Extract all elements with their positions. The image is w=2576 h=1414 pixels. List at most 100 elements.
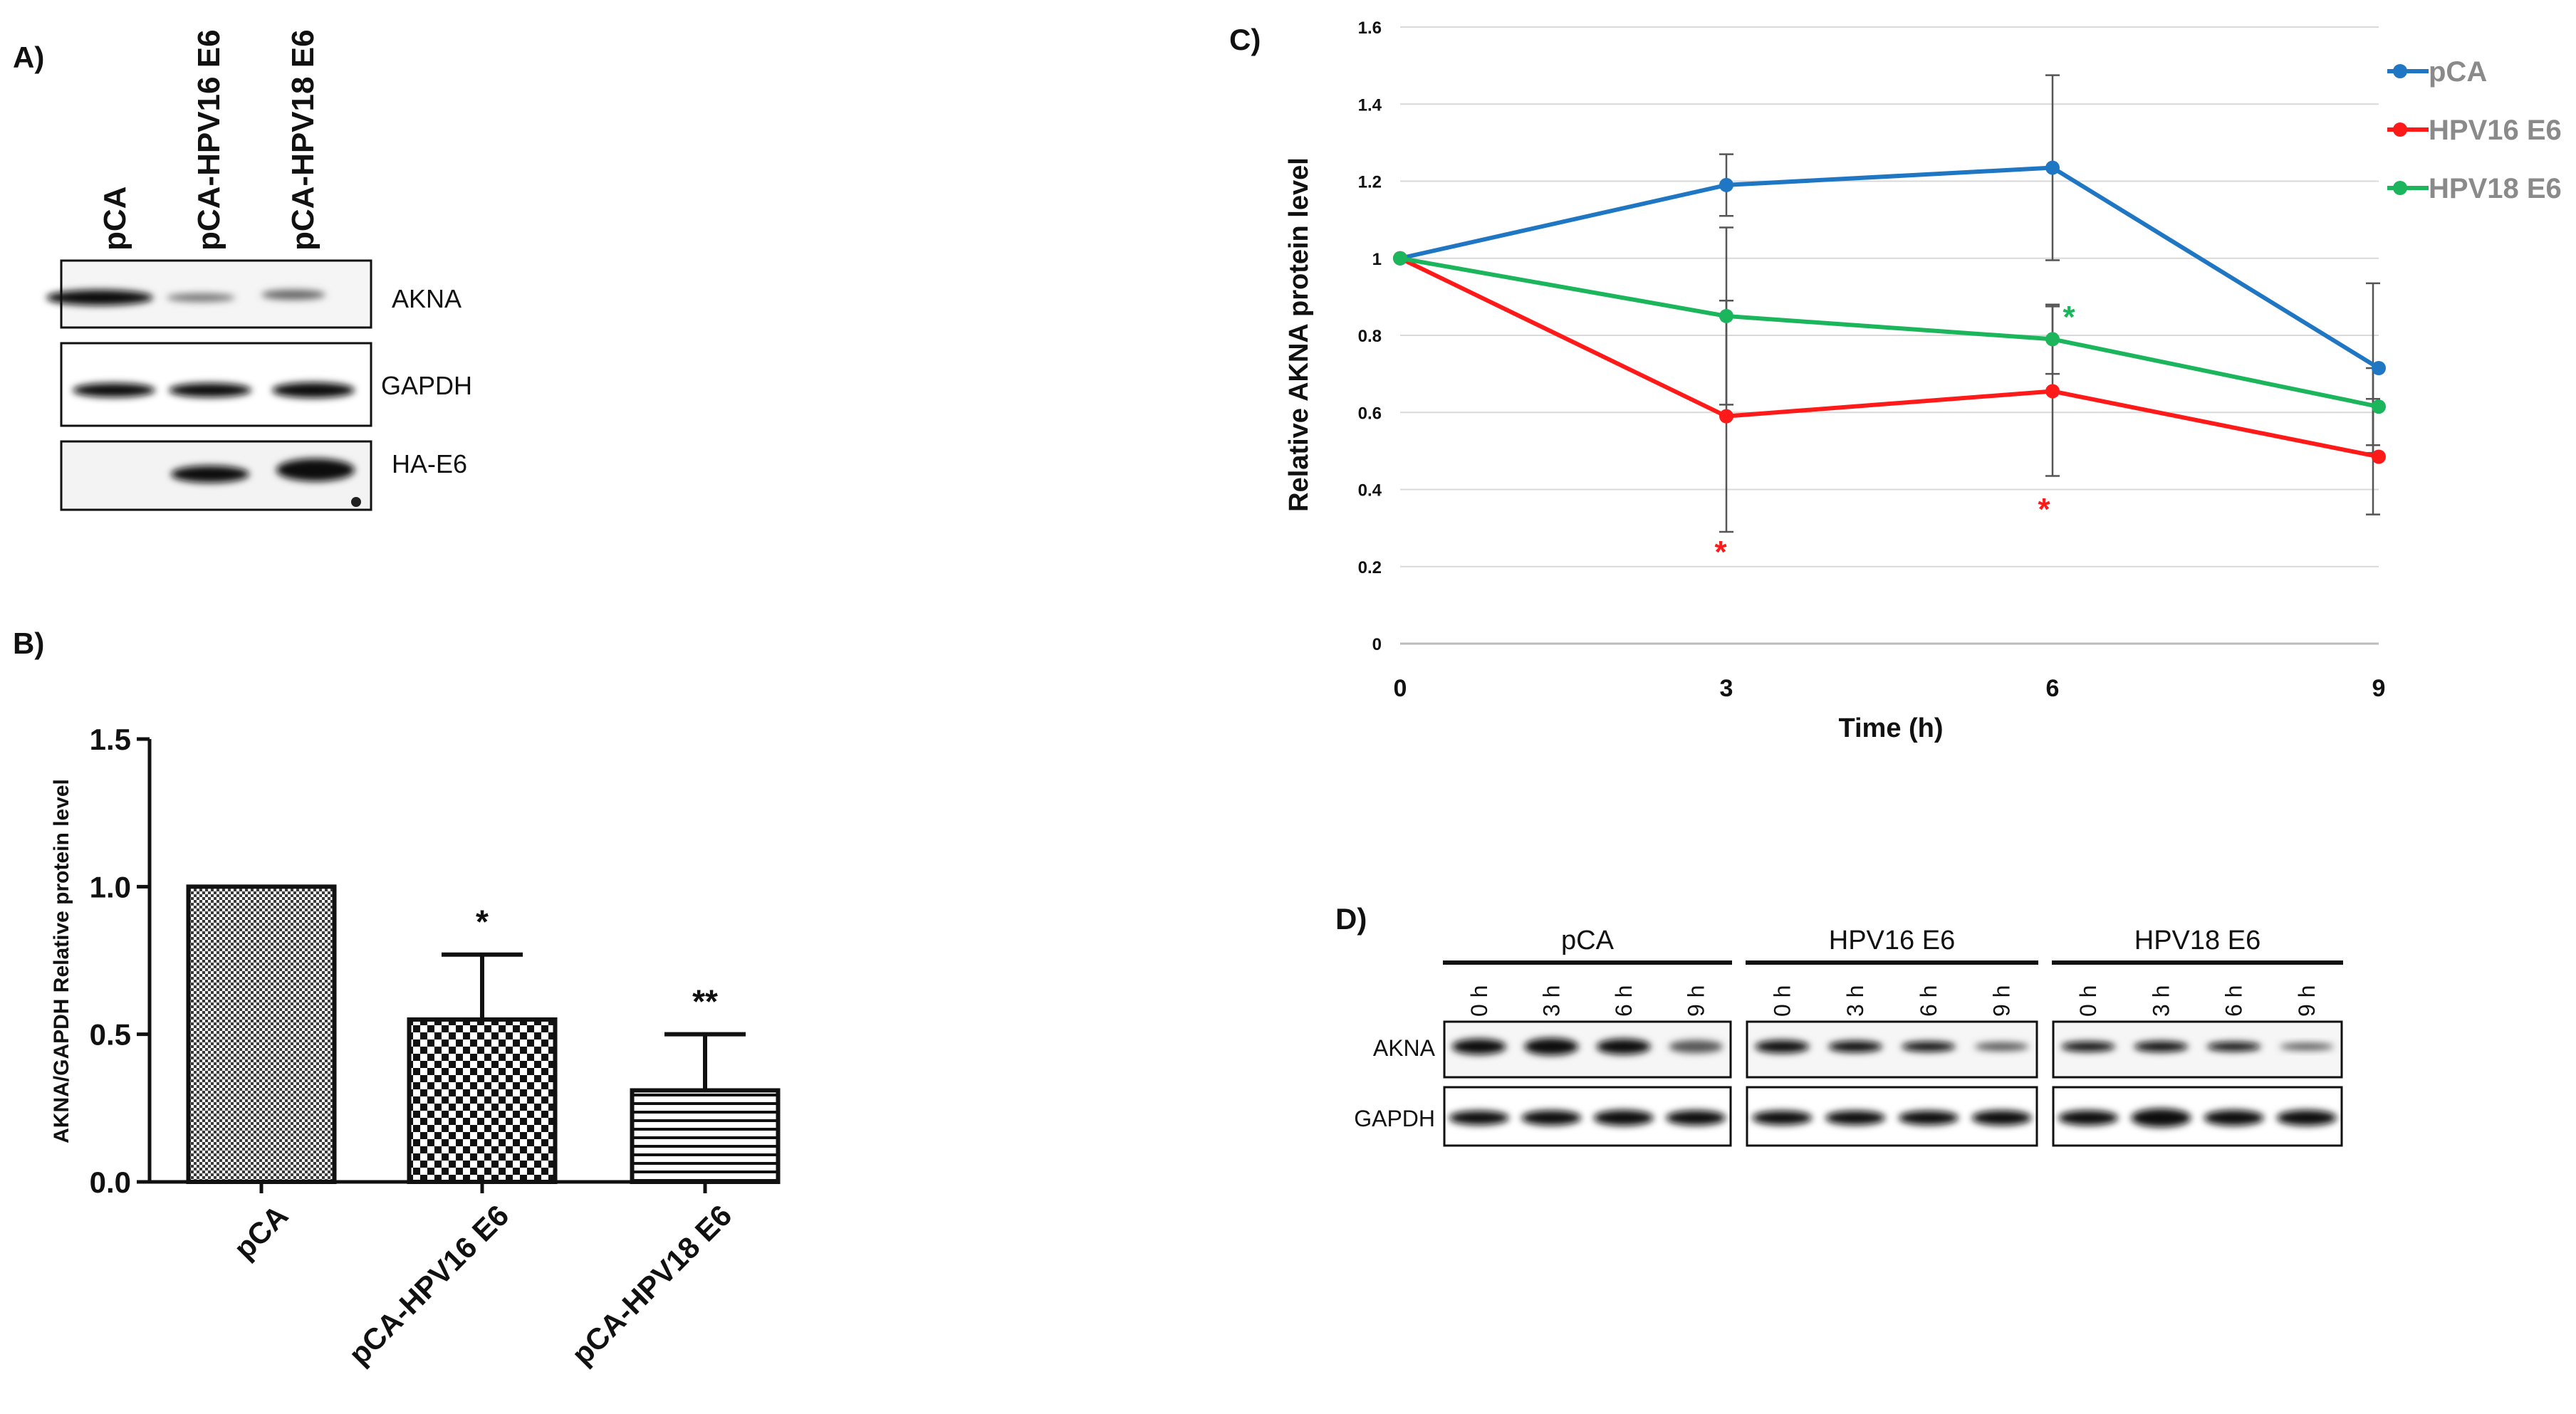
panel-c-x-tick-label: 0 — [1394, 675, 1407, 702]
group-label-0: pCA — [1561, 926, 1615, 955]
blot-label-akna: AKNA — [1373, 1035, 1436, 1061]
significance-star: * — [2063, 300, 2075, 335]
point-hpv16-e6 — [1719, 409, 1733, 424]
panel-c-x-tick-label: 3 — [1720, 675, 1733, 702]
series-line-hpv16-e6 — [1399, 256, 2379, 459]
panel-c-y-tick-label: 1.4 — [1358, 95, 1382, 115]
panel-c-y-axis-title: Relative AKNA protein level — [1284, 157, 1314, 512]
series-line-hpv18-e6 — [1399, 256, 2379, 409]
timepoint-label: 3 h — [2148, 985, 2174, 1017]
point-pca — [2372, 361, 2386, 376]
lane-label-pca: pCA — [98, 187, 132, 251]
panel-b-y-axis-title: AKNA/GAPDH Relative protein level — [50, 779, 73, 1143]
band-akna — [2279, 1043, 2334, 1050]
timepoint-label: 0 h — [1769, 985, 1795, 1017]
group-label-1: HPV16 E6 — [1829, 926, 1955, 955]
panel-b-y-tick-label: 1.5 — [90, 723, 131, 756]
panel-c-y-tick-label: 0 — [1372, 635, 1382, 654]
band-akna — [2206, 1042, 2261, 1052]
legend-marker-hpv18-e6 — [2393, 181, 2407, 195]
timepoint-label: 0 h — [1466, 985, 1492, 1017]
significance-mark: ** — [692, 983, 718, 1020]
band-gapdh — [1971, 1110, 2032, 1126]
point-hpv18-e6 — [1393, 251, 1407, 266]
panel-b-label: B) — [13, 627, 44, 660]
band-akna — [2061, 1042, 2116, 1052]
significance-star: * — [2038, 492, 2050, 527]
band-akna — [1451, 1039, 1506, 1054]
panel-b-y-tick-label: 0.5 — [90, 1018, 131, 1052]
panel-b-x-tick-label: pCA — [227, 1198, 294, 1265]
bar-hpv16 — [407, 1017, 558, 1185]
timepoint-label: 3 h — [1538, 985, 1564, 1017]
panel-c-x-tick-label: 6 — [2046, 675, 2060, 702]
timepoint-label: 9 h — [1989, 985, 2015, 1017]
panel-c-y-tick-label: 0.8 — [1358, 327, 1382, 346]
bar-pca — [186, 884, 337, 1185]
blot-ha-e6 — [60, 440, 372, 511]
point-hpv16-e6 — [2045, 384, 2060, 399]
panel-c: C) Relative AKNA protein level Time (h) … — [1229, 19, 2562, 743]
band-akna — [1755, 1040, 1810, 1053]
timepoint-label: 0 h — [2075, 985, 2101, 1017]
legend-label-hpv18-e6: HPV18 E6 — [2429, 173, 2562, 204]
band-gapdh — [1593, 1110, 1654, 1126]
panel-c-y-tick-label: 1.2 — [1358, 173, 1382, 192]
band-gapdh — [1752, 1111, 1813, 1125]
legend-label-hpv16-e6: HPV16 E6 — [2429, 115, 2562, 146]
point-pca — [2045, 160, 2060, 175]
band-gapdh — [1898, 1111, 1959, 1125]
point-hpv18-e6 — [2045, 332, 2060, 347]
blot-label-ha-e6: HA-E6 — [392, 449, 467, 478]
band-akna — [1669, 1040, 1724, 1053]
point-hpv18-e6 — [2372, 399, 2386, 414]
band-akna — [1974, 1042, 2029, 1051]
band-akna — [2134, 1041, 2189, 1052]
panel-c-legend: pCA HPV16 E6 HPV18 E6 — [2387, 56, 2562, 204]
panel-c-series — [1393, 160, 2386, 464]
panel-c-label: C) — [1229, 23, 1261, 56]
blot-akna — [46, 259, 372, 329]
significance-mark: * — [476, 904, 489, 941]
panel-c-y-tick-label: 0.4 — [1358, 481, 1382, 501]
timepoint-label: 9 h — [1683, 985, 1709, 1017]
blot-gapdh — [60, 342, 372, 427]
legend-marker-pca — [2393, 64, 2407, 78]
point-hpv18-e6 — [1719, 308, 1733, 323]
timepoint-label: 9 h — [2294, 985, 2320, 1017]
band-gapdh — [2204, 1110, 2264, 1126]
panel-c-x-tick-label: 9 — [2372, 675, 2386, 702]
legend-label-pca: pCA — [2429, 56, 2487, 88]
panel-a: A) pCA pCA-HPV16 E6 pCA-HPV18 E6 AKNA GA… — [13, 29, 472, 511]
band-akna — [1596, 1039, 1651, 1054]
significance-star: * — [1714, 535, 1727, 570]
panel-b: B) AKNA/GAPDH Relative protein level 0.0… — [13, 627, 781, 1371]
band-gapdh — [2276, 1110, 2337, 1126]
timepoint-label: 6 h — [2221, 985, 2247, 1017]
timepoint-label: 6 h — [1916, 985, 1941, 1017]
panel-b-x-tick-label: pCA-HPV16 E6 — [343, 1198, 516, 1371]
band-gapdh — [1449, 1111, 1509, 1125]
blot-label-akna: AKNA — [392, 284, 462, 313]
band-akna — [1901, 1042, 1956, 1052]
blot-label-gapdh: GAPDH — [381, 371, 472, 400]
panel-c-y-tick-label: 1 — [1372, 250, 1382, 269]
band-akna — [1524, 1038, 1579, 1055]
panel-c-y-tick-label: 1.6 — [1358, 19, 1382, 38]
panel-c-error-bars — [1719, 74, 2380, 533]
panel-d: D) pCA 0 h 3 h 6 h 9 h HPV16 E6 0 h 3 h 6 h 9 h HP… — [1335, 902, 2343, 1147]
panel-d-blots: pCA 0 h 3 h 6 h 9 h HPV16 E6 0 h 3 h 6 h 9 h HPV18… — [1354, 926, 2343, 1147]
band-gapdh — [2131, 1109, 2191, 1127]
band-akna — [1828, 1041, 1883, 1052]
timepoint-label: 6 h — [1611, 985, 1637, 1017]
panel-c-y-tick-label: 0.6 — [1358, 404, 1382, 423]
point-hpv16-e6 — [2372, 449, 2386, 464]
band-gapdh — [1666, 1110, 1726, 1126]
panel-b-bars: *** — [186, 884, 781, 1185]
group-label-2: HPV18 E6 — [2134, 926, 2260, 955]
panel-b-y-tick-label: 1.0 — [90, 870, 131, 904]
panel-c-significance: * * * — [1714, 300, 2075, 570]
point-pca — [1719, 177, 1733, 192]
lane-label-hpv18: pCA-HPV18 E6 — [286, 29, 320, 251]
band-gapdh — [2058, 1110, 2119, 1126]
